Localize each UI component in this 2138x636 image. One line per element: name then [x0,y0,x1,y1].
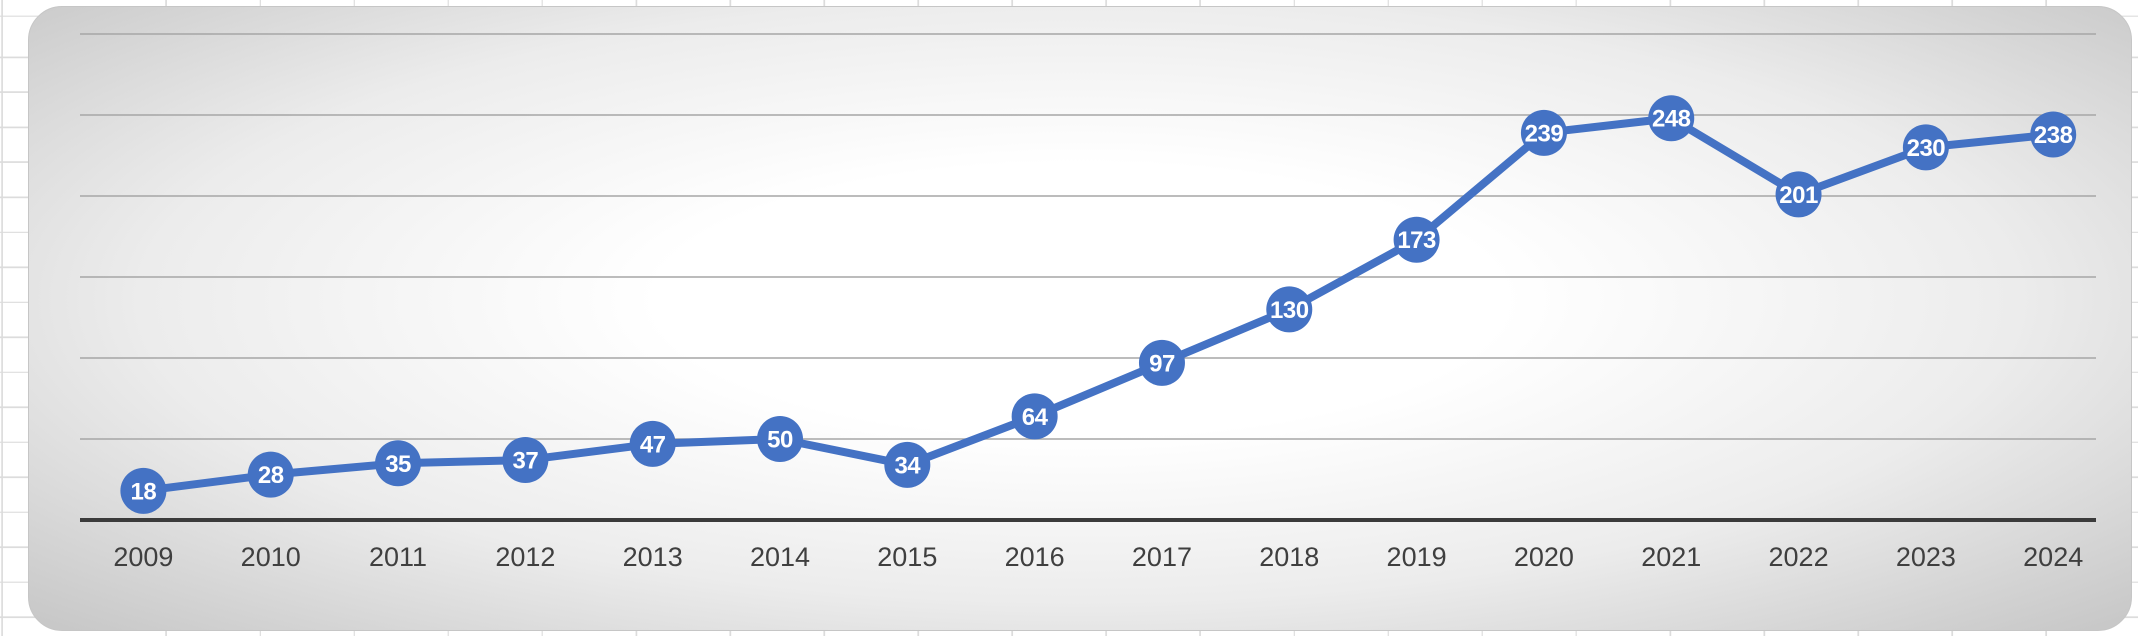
x-axis-label: 2017 [1132,542,1192,572]
x-axis-label: 2014 [750,542,810,572]
data-point-marker[interactable] [247,451,294,498]
data-label: 64 [1022,404,1049,431]
x-axis-label: 2009 [113,542,173,572]
data-point-marker[interactable] [120,467,167,514]
data-label: 28 [258,462,284,489]
data-label: 248 [1652,106,1691,133]
x-axis-label: 2015 [877,542,937,572]
data-point-marker[interactable] [1138,339,1185,386]
data-point-marker[interactable] [757,416,803,462]
data-label: 230 [1907,135,1946,162]
x-axis-label: 2020 [1514,542,1574,572]
x-axis-label: 2024 [2023,542,2083,572]
x-axis-label: 2019 [1387,542,1447,572]
data-point-marker[interactable] [629,420,676,467]
data-point-marker[interactable] [1011,393,1058,440]
data-label: 130 [1270,297,1309,324]
x-axis-label: 2021 [1641,542,1701,572]
x-axis-label: 2018 [1259,542,1319,572]
x-axis-label: 2010 [241,542,301,572]
data-label: 47 [640,431,666,458]
data-label: 201 [1779,182,1818,209]
chart-frame[interactable] [28,6,2132,631]
data-point-marker[interactable] [1775,171,1822,218]
x-axis-label: 2022 [1769,542,1829,572]
data-point-marker[interactable] [1393,216,1440,263]
x-axis-label: 2016 [1005,542,1065,572]
data-label: 37 [513,448,539,475]
data-point-marker[interactable] [884,441,931,488]
data-label: 18 [131,478,157,505]
x-axis-label: 2012 [495,542,555,572]
x-axis-label: 2011 [369,542,427,572]
data-point-marker[interactable] [2030,111,2077,158]
data-point-marker[interactable] [1648,95,1695,142]
data-label: 50 [767,427,793,454]
series-line[interactable] [139,114,2058,495]
data-label: 35 [385,451,411,478]
x-axis-label: 2023 [1896,542,1956,572]
data-label: 34 [894,452,921,479]
data-point-marker[interactable] [502,437,549,484]
data-point-marker[interactable] [1266,286,1313,333]
data-point-marker[interactable] [1902,124,1949,171]
x-axis-label: 2013 [623,542,683,572]
data-point-marker[interactable] [375,440,422,487]
data-point-marker[interactable] [1520,109,1567,156]
data-label: 97 [1149,350,1175,377]
data-label: 173 [1397,227,1436,254]
data-label: 238 [2034,122,2073,149]
data-label: 239 [1525,120,1564,147]
